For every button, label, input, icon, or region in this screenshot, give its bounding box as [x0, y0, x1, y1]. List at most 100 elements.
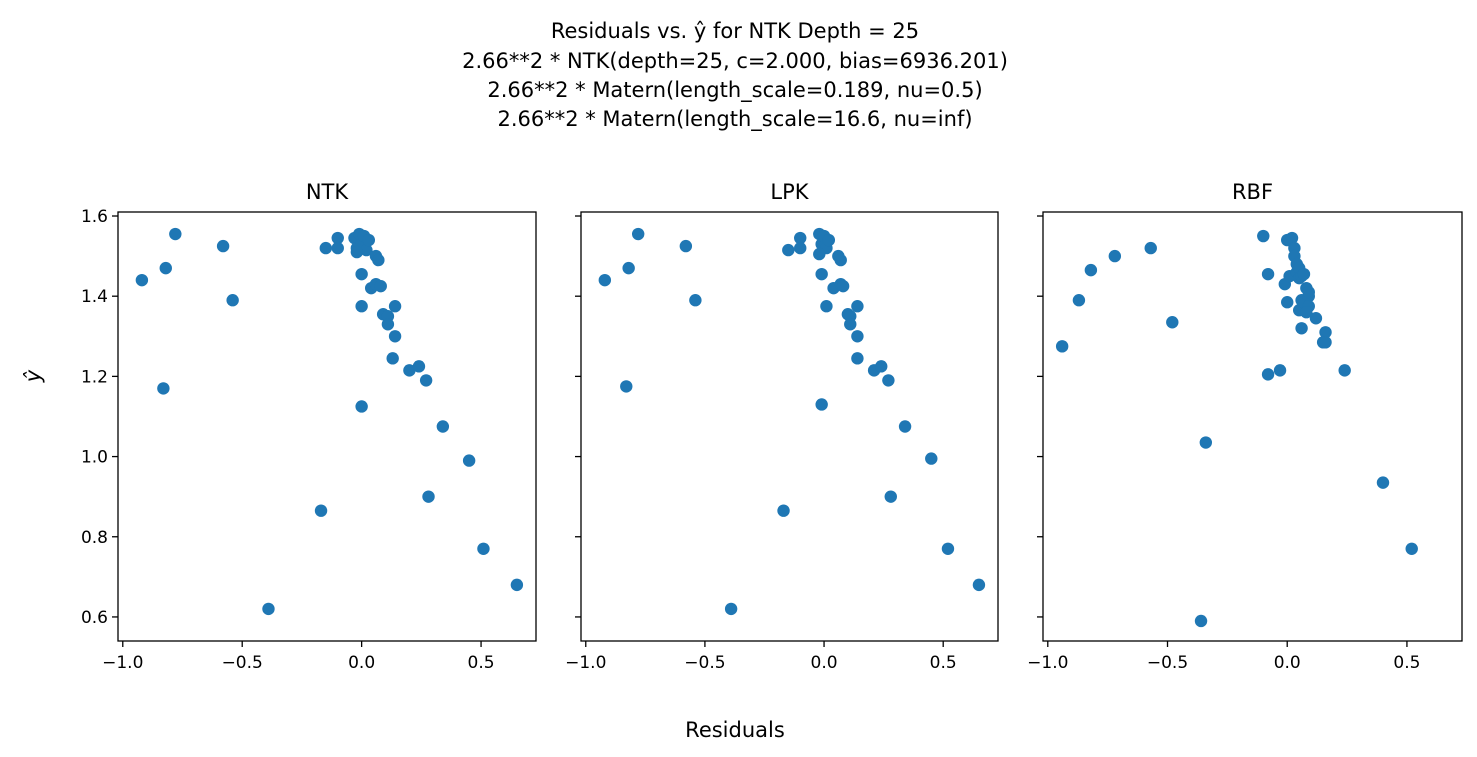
scatter-point — [350, 245, 364, 259]
suptitle-line-4: 2.66**2 * Matern(length_scale=16.6, nu=i… — [497, 107, 972, 132]
scatter-point — [851, 330, 864, 343]
scatter-point — [1166, 316, 1179, 329]
scatter-point — [1261, 267, 1275, 281]
scatter-point — [1281, 296, 1294, 309]
scatter-point — [972, 578, 986, 592]
scatter-point — [355, 267, 368, 281]
suptitle: Residuals vs. ŷ for NTK Depth = 25 2.66*… — [462, 19, 1008, 132]
panel-lpk: LPK −1.0 −0.5 0.0 0.5 — [565, 180, 999, 673]
scatter-point — [381, 318, 395, 331]
scatter-point — [620, 380, 633, 393]
scatter-point — [436, 420, 450, 433]
scatter-point — [412, 360, 426, 373]
x-tick-label: −0.5 — [222, 653, 263, 673]
scatter-point — [1319, 326, 1332, 339]
scatter-point — [851, 300, 864, 313]
scatter-point — [355, 400, 368, 413]
scatter-point — [782, 243, 795, 257]
x-tick-label: 0.5 — [930, 653, 957, 673]
scatter-point — [794, 231, 807, 245]
scatter-point — [622, 261, 635, 275]
scatter-point — [1261, 368, 1275, 381]
scatter-point — [216, 239, 230, 253]
scatter-point — [1319, 336, 1332, 349]
scatter-point — [941, 542, 955, 555]
scatter-point — [1285, 231, 1299, 245]
scatter-point — [820, 300, 833, 313]
scatter-point — [815, 267, 828, 281]
scatter-point — [360, 243, 373, 257]
scatter-point — [403, 364, 416, 377]
panel-title: NTK — [306, 180, 350, 204]
scatter-point — [815, 398, 828, 411]
y-tick-label: 1.4 — [81, 287, 108, 307]
scatter-point — [462, 454, 476, 467]
scatter-point — [1199, 436, 1213, 449]
scatter-point — [1108, 249, 1122, 263]
panel-ntk: NTK −1.0 −0.5 0.0 0.5 0.6 0.8 1.0 1.2 1.4 1.6 — [81, 180, 537, 673]
suptitle-line-1: Residuals vs. ŷ for NTK Depth = 25 — [551, 19, 919, 43]
scatter-point — [1405, 542, 1418, 555]
suptitle-line-3: 2.66**2 * Matern(length_scale=0.189, nu=… — [487, 78, 982, 103]
axes-frame — [1042, 211, 1463, 642]
scatter-point — [844, 318, 857, 331]
scatter-point — [882, 374, 895, 387]
scatter-point — [822, 233, 836, 247]
scatter-point — [1297, 267, 1311, 281]
scatter-point — [1194, 614, 1208, 628]
scatter-point — [631, 227, 645, 241]
scatter-point — [477, 542, 490, 555]
scatter-point — [777, 504, 790, 517]
scatter-point — [314, 504, 328, 517]
panels: NTK −1.0 −0.5 0.0 0.5 0.6 0.8 1.0 1.2 1.4 1.6 LPK −1… — [81, 180, 1463, 673]
scatter-point — [1309, 312, 1323, 325]
y-tick-label: 1.6 — [81, 207, 108, 227]
scatter-point — [331, 231, 344, 245]
scatter-point — [1302, 285, 1315, 299]
scatter-point — [925, 452, 938, 465]
scatter-point — [319, 241, 333, 255]
x-tick-label: 0.5 — [468, 653, 495, 673]
scatter-point — [262, 602, 275, 616]
scatter-point — [159, 261, 172, 275]
y-axis-label: ŷ — [21, 369, 45, 383]
scatter-point — [1338, 364, 1351, 377]
scatter-point — [331, 241, 344, 255]
scatter-point — [724, 602, 738, 616]
y-tick-label: 1.0 — [81, 448, 108, 468]
scatter-point — [598, 273, 612, 287]
scatter-point — [813, 247, 826, 261]
x-tick-label: 0.5 — [1393, 653, 1420, 673]
scatter-point — [388, 300, 402, 313]
scatter-point — [362, 233, 375, 247]
suptitle-line-2: 2.66**2 * NTK(depth=25, c=2.000, bias=69… — [462, 49, 1008, 73]
scatter-point — [1273, 364, 1287, 377]
scatter-point — [1300, 306, 1313, 319]
scatter-point — [1295, 322, 1308, 335]
scatter-point — [875, 360, 888, 373]
scatter-point — [1376, 476, 1390, 489]
x-tick-label: 0.0 — [811, 653, 838, 673]
scatter-point — [372, 253, 385, 267]
scatter-point — [1084, 263, 1098, 277]
scatter-point — [1072, 294, 1086, 307]
scatter-point — [386, 352, 399, 365]
x-axis-label: Residuals — [685, 718, 785, 742]
x-tick-label: 0.0 — [1274, 653, 1301, 673]
scatter-point — [419, 374, 433, 387]
scatter-point — [898, 420, 912, 433]
y-tick-label: 0.6 — [81, 608, 108, 628]
scatter-point — [226, 294, 239, 307]
scatter-point — [834, 253, 847, 267]
scatter-point — [135, 273, 149, 287]
x-tick-label: −1.0 — [1027, 653, 1068, 673]
panel-rbf: RBF −1.0 −0.5 0.0 0.5 — [1027, 180, 1463, 673]
scatter-point — [884, 490, 897, 503]
scatter-point — [1055, 340, 1069, 353]
panel-title: RBF — [1232, 180, 1273, 204]
y-tick-label: 1.2 — [81, 367, 108, 387]
scatter-point — [1144, 241, 1157, 255]
scatter-point — [157, 382, 170, 395]
scatter-point — [794, 241, 807, 255]
